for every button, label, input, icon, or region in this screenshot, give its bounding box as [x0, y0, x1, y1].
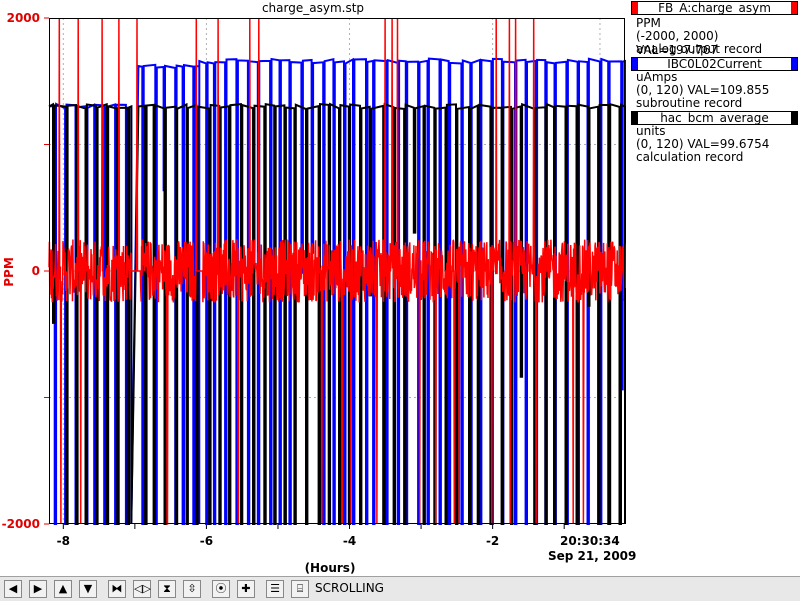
y-tick-label-top: 2000: [6, 11, 40, 25]
legend-entry-ibc-current[interactable]: IBC0L02Current: [631, 57, 798, 71]
zoom-y-in-icon[interactable]: ⧗: [158, 580, 176, 598]
legend-series-name: hac_bcm_average: [660, 111, 769, 125]
legend-range: (0, 120): [636, 83, 684, 97]
x-axis-label: (Hours): [304, 561, 356, 575]
arrow-right-icon[interactable]: ▶: [29, 580, 47, 598]
y-axis-label: PPM: [2, 257, 16, 287]
zoom-x-in-icon[interactable]: ⧓: [108, 580, 126, 598]
legend-swatch: [791, 58, 797, 70]
series-line-charge-asym: [48, 17, 626, 525]
legend-range-value: (0, 120) VAL=99.6754: [636, 137, 769, 151]
legend-entry-hac-bcm[interactable]: hac_bcm_average: [631, 111, 798, 125]
arrow-down-icon[interactable]: ▼: [79, 580, 97, 598]
zoom-y-out-icon[interactable]: ⇳: [183, 580, 201, 598]
legend-record: analog output record: [636, 42, 763, 56]
legend-entry-charge-asym[interactable]: FB_A:charge_asym: [631, 1, 798, 15]
legend-range-value: (-2000, 2000) VAL=197.767: [636, 29, 800, 57]
y-tick-label-bottom: -2000: [1, 517, 40, 531]
legend-swatch: [632, 112, 638, 124]
legend-swatch: [632, 58, 638, 70]
legend-range: (-2000, 2000): [636, 29, 719, 43]
series-line-hac-bcm: [48, 102, 626, 525]
legend-value: VAL=109.855: [687, 83, 770, 97]
y-tick-label-mid: 0: [31, 264, 40, 278]
legend-range: (0, 120): [636, 137, 684, 151]
x-tick-label: -2: [485, 534, 500, 548]
reset-icon[interactable]: ⦿: [212, 580, 230, 598]
toolbar: ◀ ▶ ▲ ▼ ⧓ ◁▷ ⧗ ⇳ ⦿ ✚ ☰ ⌸ SCROLLING: [0, 576, 800, 601]
legend-value: VAL=99.6754: [687, 137, 770, 151]
legend-value: VAL=197.767: [636, 43, 719, 57]
plot-svg: [44, 17, 626, 529]
legend-swatch: [632, 2, 638, 14]
scrolling-status: SCROLLING: [315, 581, 384, 595]
zoom-x-out-icon[interactable]: ◁▷: [133, 580, 151, 598]
arrow-left-icon[interactable]: ◀: [4, 580, 22, 598]
x-tick-label: -6: [199, 534, 214, 548]
legend-record: subroutine record: [636, 96, 743, 110]
legend-units: uAmps: [636, 70, 678, 84]
graph-icon[interactable]: ⌸: [291, 580, 309, 598]
legend-swatch: [791, 112, 797, 124]
legend-series-name: IBC0L02Current: [667, 57, 762, 71]
legend-units: PPM: [636, 16, 661, 30]
legend-series-name: FB_A:charge_asym: [658, 1, 771, 15]
x-end-date: Sep 21, 2009: [548, 549, 637, 563]
legend-range-value: (0, 120) VAL=109.855: [636, 83, 769, 97]
x-tick-label: -8: [56, 534, 70, 548]
legend-record: calculation record: [636, 150, 744, 164]
series-line-ibc-current: [48, 57, 626, 525]
x-tick-label: -4: [342, 534, 357, 548]
legend-swatch: [791, 2, 797, 14]
legend-units: units: [636, 124, 666, 138]
chart-title: charge_asym.stp: [261, 1, 365, 15]
arrow-up-icon[interactable]: ▲: [54, 580, 72, 598]
x-end-time: 20:30:34: [560, 534, 620, 548]
plot-area[interactable]: [49, 18, 625, 524]
config-icon[interactable]: ☰: [266, 580, 284, 598]
add-icon[interactable]: ✚: [237, 580, 255, 598]
